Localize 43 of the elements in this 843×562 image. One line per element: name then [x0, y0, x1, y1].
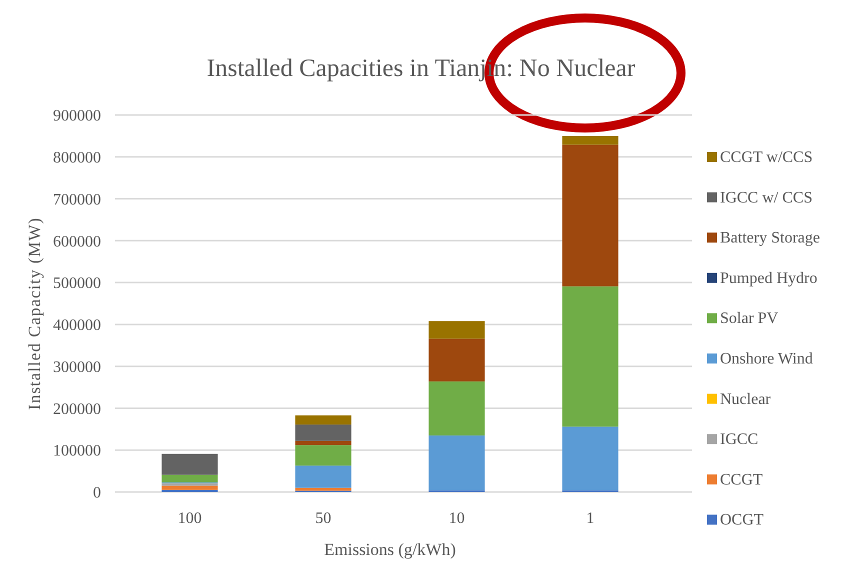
legend-label: IGCC w/ CCS: [720, 189, 812, 206]
bar: [428, 338, 485, 382]
legend-label: Solar PV: [720, 310, 779, 328]
y-tick-label: 300000: [53, 358, 101, 376]
x-tick-label: 1: [586, 510, 594, 527]
y-tick-label: 200000: [53, 400, 101, 418]
bar: [162, 483, 218, 486]
y-tick-label: 100000: [53, 442, 101, 460]
bar: [162, 474, 218, 482]
legend-label: CCGT w/CCS: [720, 149, 813, 166]
x-tick-label: 50: [315, 510, 332, 527]
legend-label: OCGT: [720, 512, 764, 529]
bar: [562, 426, 618, 490]
bar: [562, 144, 618, 286]
y-tick-label: 900000: [53, 108, 101, 125]
bar: [295, 424, 352, 441]
bar: [295, 415, 352, 425]
y-tick-label: 500000: [53, 275, 101, 292]
legend-label: IGCC: [720, 431, 758, 448]
x-tick-label: 100: [178, 510, 202, 527]
bar: [295, 466, 352, 488]
y-tick-label: 700000: [53, 191, 101, 208]
bar: [428, 435, 485, 490]
bar: [162, 486, 218, 490]
legend-label: Pumped Hydro: [720, 270, 818, 287]
bar: [162, 454, 218, 475]
legend-label: Nuclear: [720, 390, 772, 408]
legend-label: Battery Storage: [720, 230, 820, 247]
bar: [428, 381, 485, 436]
y-tick-label: 0: [93, 484, 101, 502]
y-tick-label: 800000: [53, 149, 101, 166]
x-axis-title: Emissions (g/kWh): [324, 540, 456, 559]
legend-label: Onshore Wind: [720, 350, 813, 368]
bar: [428, 321, 485, 339]
x-tick-label: 10: [448, 510, 465, 527]
bar: [295, 445, 352, 466]
y-tick-label: 600000: [53, 233, 101, 250]
legend-label: CCGT: [720, 471, 763, 488]
bar: [295, 440, 352, 446]
bar: [562, 136, 618, 145]
bar: [562, 286, 618, 427]
y-tick-label: 400000: [53, 317, 101, 334]
y-axis-title: Installed Capacity (MW): [25, 217, 44, 410]
